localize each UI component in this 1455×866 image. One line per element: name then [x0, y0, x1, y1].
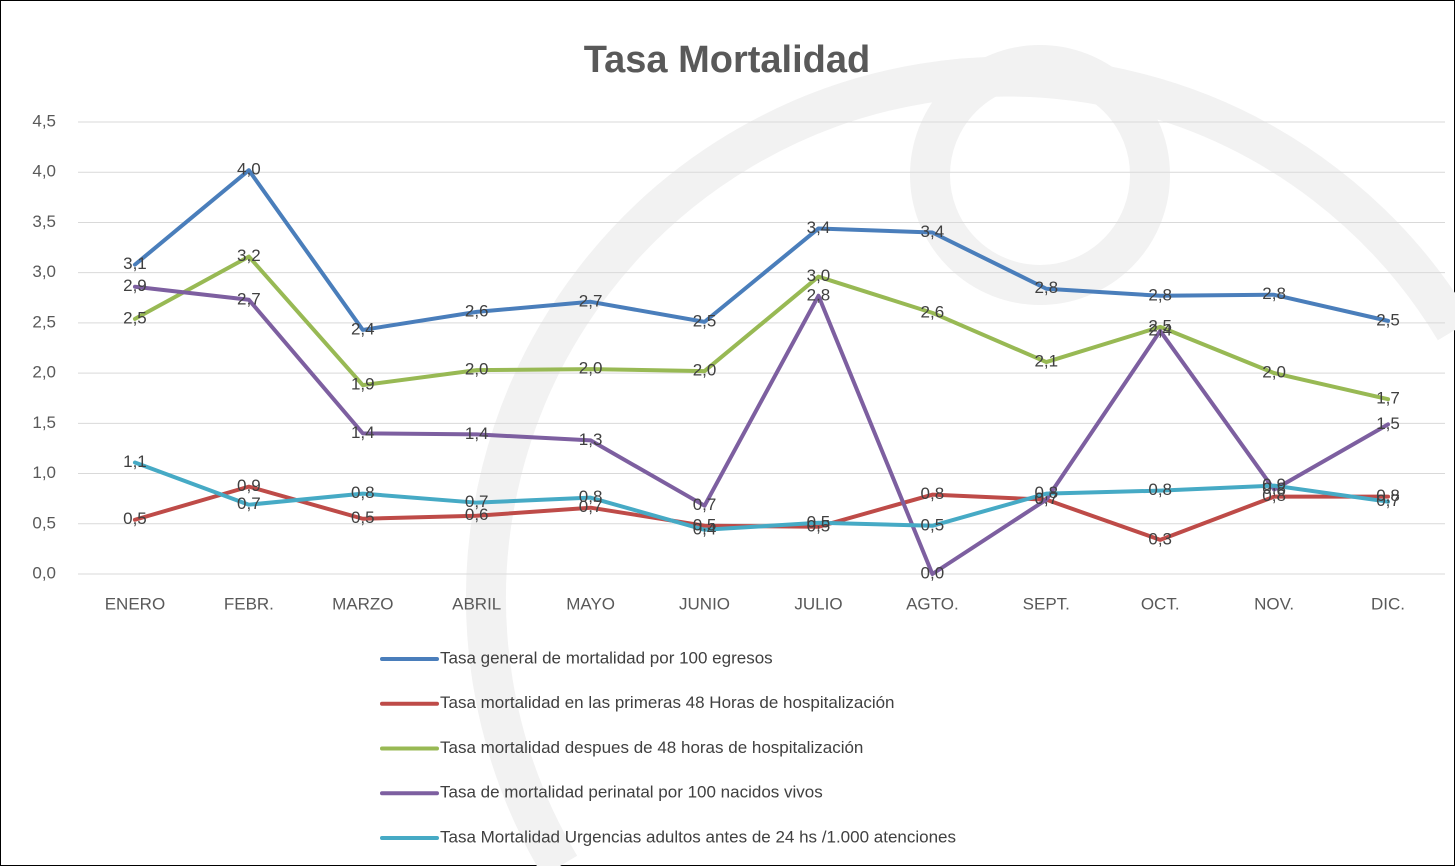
data-label: 0,7: [1376, 491, 1400, 510]
data-label: 2,7: [579, 291, 603, 310]
data-label: 0,8: [351, 483, 375, 502]
series-line: [132, 460, 1391, 532]
data-label: 2,6: [921, 302, 945, 321]
data-label: 2,0: [693, 361, 717, 380]
data-label: 0,6: [465, 505, 489, 524]
data-label: 0,7: [465, 492, 489, 511]
data-label: 3,0: [807, 266, 831, 285]
data-label: 0,9: [1262, 475, 1286, 494]
data-label: 0,8: [1034, 483, 1058, 502]
data-label: 3,4: [807, 218, 831, 237]
series-line: [132, 168, 1391, 332]
data-label: 0,8: [1148, 480, 1172, 499]
data-label: 1,4: [351, 423, 375, 442]
y-tick-label: 0,5: [32, 513, 56, 532]
data-label: 0,7: [1034, 489, 1058, 508]
y-tick-label: 2,0: [32, 363, 56, 382]
data-label: 2,5: [1376, 310, 1400, 329]
data-label: 2,0: [465, 360, 489, 379]
data-label: 2,5: [693, 311, 717, 330]
data-label: 3,1: [123, 254, 147, 273]
x-tick-label: SEPT.: [1023, 594, 1070, 613]
data-label: 2,5: [1148, 316, 1172, 335]
x-tick-label: DIC.: [1371, 594, 1405, 613]
data-label: 1,9: [351, 375, 375, 394]
legend-label: Tasa mortalidad despues de 48 horas de h…: [440, 738, 863, 757]
series-line: [132, 254, 1391, 402]
x-tick-label: AGTO.: [906, 594, 959, 613]
data-label: 1,1: [123, 452, 147, 471]
x-tick-label: NOV.: [1254, 594, 1294, 613]
data-label: 0,8: [1262, 486, 1286, 505]
x-tick-label: JULIO: [794, 594, 842, 613]
data-label: 0,5: [807, 516, 831, 535]
y-tick-label: 3,5: [32, 212, 56, 231]
data-label: 0,5: [693, 515, 717, 534]
x-tick-label: OCT.: [1141, 594, 1180, 613]
data-label: 0,5: [351, 508, 375, 527]
data-label: 1,4: [465, 424, 489, 443]
data-label: 3,4: [921, 222, 945, 241]
legend-label: Tasa general de mortalidad por 100 egres…: [440, 648, 773, 667]
data-label: 4,0: [237, 160, 261, 179]
data-label: 2,5: [123, 308, 147, 327]
data-label: 0,5: [123, 509, 147, 528]
data-label: 2,0: [1262, 363, 1286, 382]
legend-label: Tasa Mortalidad Urgencias adultos antes …: [440, 827, 956, 846]
data-label: 2,8: [807, 285, 831, 304]
y-tick-label: 3,0: [32, 262, 56, 281]
data-label: 0,7: [237, 494, 261, 513]
data-label: 2,8: [1034, 278, 1058, 297]
x-tick-label: MAYO: [566, 594, 615, 613]
legend-label: Tasa mortalidad en las primeras 48 Horas…: [440, 693, 895, 712]
data-label: 0,4: [693, 519, 717, 538]
data-label: 0,8: [579, 487, 603, 506]
data-label: 2,0: [579, 359, 603, 378]
data-label: 0,5: [807, 512, 831, 531]
data-label: 2,4: [351, 319, 375, 338]
y-tick-label: 4,0: [32, 162, 56, 181]
series-line: [132, 284, 1391, 576]
data-label: 0,0: [921, 563, 945, 582]
data-label: 0,8: [921, 484, 945, 503]
x-tick-label: ABRIL: [452, 594, 501, 613]
y-tick-label: 4,5: [32, 111, 56, 130]
y-tick-label: 1,0: [32, 463, 56, 482]
data-label: 2,6: [465, 301, 489, 320]
data-label: 2,1: [1034, 352, 1058, 371]
data-label: 1,5: [1376, 414, 1400, 433]
y-tick-label: 0,0: [32, 563, 56, 582]
data-label: 0,5: [921, 515, 945, 534]
data-label: 0,7: [693, 495, 717, 514]
data-label: 1,7: [1376, 389, 1400, 408]
data-label: 0,3: [1148, 529, 1172, 548]
x-tick-label: MARZO: [332, 594, 393, 613]
data-label: 3,2: [237, 246, 261, 265]
chart-title: Tasa Mortalidad: [584, 39, 870, 81]
data-label: 2,8: [1148, 285, 1172, 304]
data-label: 2,7: [237, 289, 261, 308]
y-tick-label: 1,5: [32, 413, 56, 432]
x-tick-label: JUNIO: [679, 594, 730, 613]
data-label: 0,7: [1034, 489, 1058, 508]
data-label: 1,3: [579, 430, 603, 449]
data-label: 0,9: [237, 476, 261, 495]
data-label: 2,9: [123, 276, 147, 295]
y-tick-label: 2,5: [32, 312, 56, 331]
x-tick-label: ENERO: [105, 594, 165, 613]
watermark-arc: [465, 56, 1455, 866]
data-label: 0,8: [1376, 486, 1400, 505]
x-tick-label: FEBR.: [224, 594, 274, 613]
data-label: 0,7: [579, 497, 603, 516]
legend-label: Tasa de mortalidad perinatal por 100 nac…: [440, 783, 823, 802]
data-label: 0,8: [1262, 479, 1286, 498]
data-label: 2,8: [1262, 284, 1286, 303]
data-label: 2,4: [1148, 320, 1172, 339]
